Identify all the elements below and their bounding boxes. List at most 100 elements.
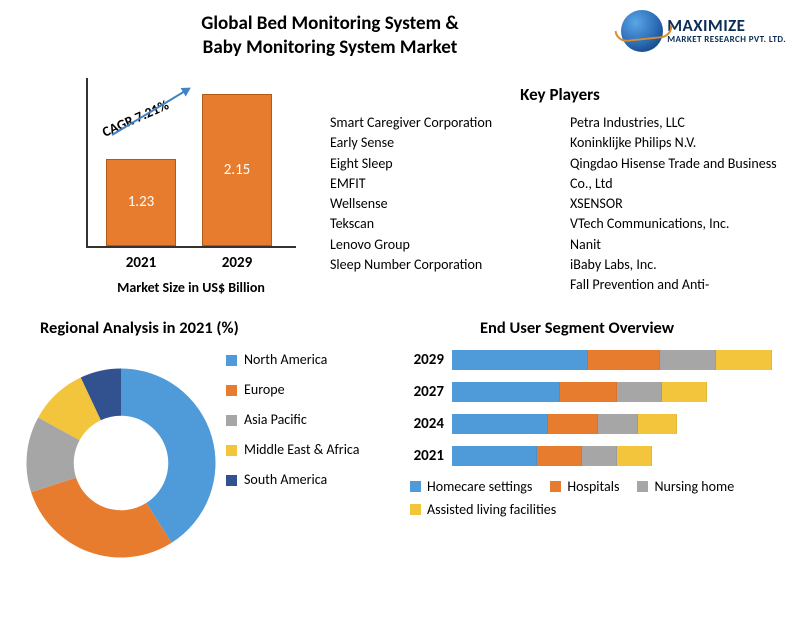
end-user-segment xyxy=(548,414,598,434)
regional-analysis-title: Regional Analysis in 2021 (%) xyxy=(40,318,239,338)
end-user-segment xyxy=(660,350,716,370)
legend-swatch xyxy=(226,355,237,366)
end-user-stacked-chart: 2029 2027 2024 2021 Homecare settings Hospit… xyxy=(392,350,784,518)
title-line-2: Baby Monitoring System Market xyxy=(160,36,500,60)
end-user-segment xyxy=(617,446,652,466)
legend-swatch xyxy=(226,415,237,426)
end-user-year-label: 2027 xyxy=(392,383,444,401)
key-player-item: Early Sense xyxy=(330,133,550,153)
key-player-item: Wellsense xyxy=(330,194,550,214)
key-player-item: Eight Sleep xyxy=(330,154,550,174)
key-player-item: Tekscan xyxy=(330,214,550,234)
key-player-item: XSENSOR xyxy=(570,194,790,214)
end-user-bar xyxy=(452,350,772,370)
globe-icon xyxy=(621,10,663,52)
key-player-item: Lenovo Group xyxy=(330,235,550,255)
bar-value-2029: 2.15 xyxy=(224,161,251,179)
end-user-legend: Homecare settings Hospitals Nursing home As… xyxy=(410,478,784,518)
bar-category-2021: 2021 xyxy=(101,254,181,272)
y-axis xyxy=(86,78,88,248)
key-players-col-2: Petra Industries, LLCKoninklijke Philips… xyxy=(570,113,790,296)
end-user-segment xyxy=(452,446,537,466)
legend-swatch xyxy=(637,481,648,492)
key-player-item: Smart Caregiver Corporation xyxy=(330,113,550,133)
end-user-row: 2021 xyxy=(392,446,784,466)
end-user-segment xyxy=(638,414,677,434)
end-user-year-label: 2024 xyxy=(392,415,444,433)
donut-legend-item: South America xyxy=(226,472,376,488)
end-user-legend-item: Homecare settings xyxy=(410,478,532,495)
end-user-segment xyxy=(560,382,617,402)
end-user-year-label: 2029 xyxy=(392,351,444,369)
key-players-section: Key Players Smart Caregiver CorporationE… xyxy=(330,84,790,296)
end-user-segment xyxy=(617,382,662,402)
donut-legend: North America Europe Asia Pacific Middle Ea… xyxy=(226,348,376,608)
key-player-item: Sleep Number Corporation xyxy=(330,255,550,275)
end-user-legend-item: Nursing home xyxy=(637,478,734,495)
end-user-segment xyxy=(452,382,560,402)
donut-legend-item: Asia Pacific xyxy=(226,412,376,428)
donut-legend-item: Europe xyxy=(226,382,376,398)
donut-svg xyxy=(16,358,226,568)
end-user-bar xyxy=(452,446,652,466)
end-user-legend-item: Hospitals xyxy=(550,478,619,495)
donut-slice xyxy=(31,478,172,558)
end-user-segment xyxy=(716,350,772,370)
brand-text: MAXIMIZE MARKET RESEARCH PVT. LTD. xyxy=(667,17,786,44)
bar-2021: 1.23 xyxy=(106,159,176,246)
end-user-segment xyxy=(582,446,617,466)
end-user-legend-item: Assisted living facilities xyxy=(410,501,556,518)
end-user-title: End User Segment Overview xyxy=(480,318,674,338)
end-user-segment xyxy=(598,414,638,434)
bar-category-2029: 2029 xyxy=(197,254,277,272)
x-axis xyxy=(86,246,296,248)
market-size-bar-chart: CAGR 7.21% 1.23 2.15 2021 2029 Market Si… xyxy=(56,78,296,278)
growth-arrow-icon xyxy=(111,88,189,136)
key-player-item: Fall Prevention and Anti- xyxy=(570,275,790,295)
legend-label: Middle East & Africa xyxy=(244,442,359,458)
legend-label: Homecare settings xyxy=(427,478,532,495)
legend-swatch xyxy=(226,385,237,396)
legend-label: Nursing home xyxy=(654,478,734,495)
end-user-segment xyxy=(537,446,582,466)
brand-logo: MAXIMIZE MARKET RESEARCH PVT. LTD. xyxy=(621,10,786,52)
key-player-item: Petra Industries, LLC xyxy=(570,113,790,133)
end-user-row: 2024 xyxy=(392,414,784,434)
legend-swatch xyxy=(226,445,237,456)
legend-label: Assisted living facilities xyxy=(427,501,556,518)
end-user-segment xyxy=(452,350,588,370)
key-player-item: Nanit xyxy=(570,235,790,255)
end-user-segment xyxy=(452,414,548,434)
end-user-year-label: 2021 xyxy=(392,447,444,465)
brand-line-2: MARKET RESEARCH PVT. LTD. xyxy=(667,35,786,44)
end-user-row: 2029 xyxy=(392,350,784,370)
bar-chart-x-title: Market Size in US$ Billion xyxy=(86,279,296,296)
end-user-bar xyxy=(452,382,707,402)
regional-analysis-donut: North America Europe Asia Pacific Middle Ea… xyxy=(16,348,376,608)
end-user-row: 2027 xyxy=(392,382,784,402)
legend-swatch xyxy=(410,481,421,492)
legend-label: South America xyxy=(244,472,327,488)
title-line-1: Global Bed Monitoring System & xyxy=(160,12,500,36)
page-title: Global Bed Monitoring System & Baby Moni… xyxy=(160,12,500,60)
legend-label: Asia Pacific xyxy=(244,412,307,428)
end-user-segment xyxy=(662,382,707,402)
key-player-item: EMFIT xyxy=(330,174,550,194)
donut-legend-item: North America xyxy=(226,352,376,368)
end-user-bar xyxy=(452,414,677,434)
bar-value-2021: 1.23 xyxy=(128,193,155,211)
brand-line-1: MAXIMIZE xyxy=(667,17,786,35)
donut-legend-item: Middle East & Africa xyxy=(226,442,376,458)
key-player-item: Koninklijke Philips N.V. xyxy=(570,133,790,153)
legend-label: Europe xyxy=(244,382,285,398)
key-player-item: Qingdao Hisense Trade and Business Co., … xyxy=(570,154,790,195)
legend-swatch xyxy=(226,475,237,486)
legend-swatch xyxy=(550,481,561,492)
key-players-col-1: Smart Caregiver CorporationEarly SenseEi… xyxy=(330,113,550,296)
legend-label: Hospitals xyxy=(567,478,619,495)
key-player-item: iBaby Labs, Inc. xyxy=(570,255,790,275)
key-players-header: Key Players xyxy=(330,84,790,105)
legend-label: North America xyxy=(244,352,327,368)
key-player-item: VTech Communications, Inc. xyxy=(570,214,790,234)
bar-2029: 2.15 xyxy=(202,94,272,246)
